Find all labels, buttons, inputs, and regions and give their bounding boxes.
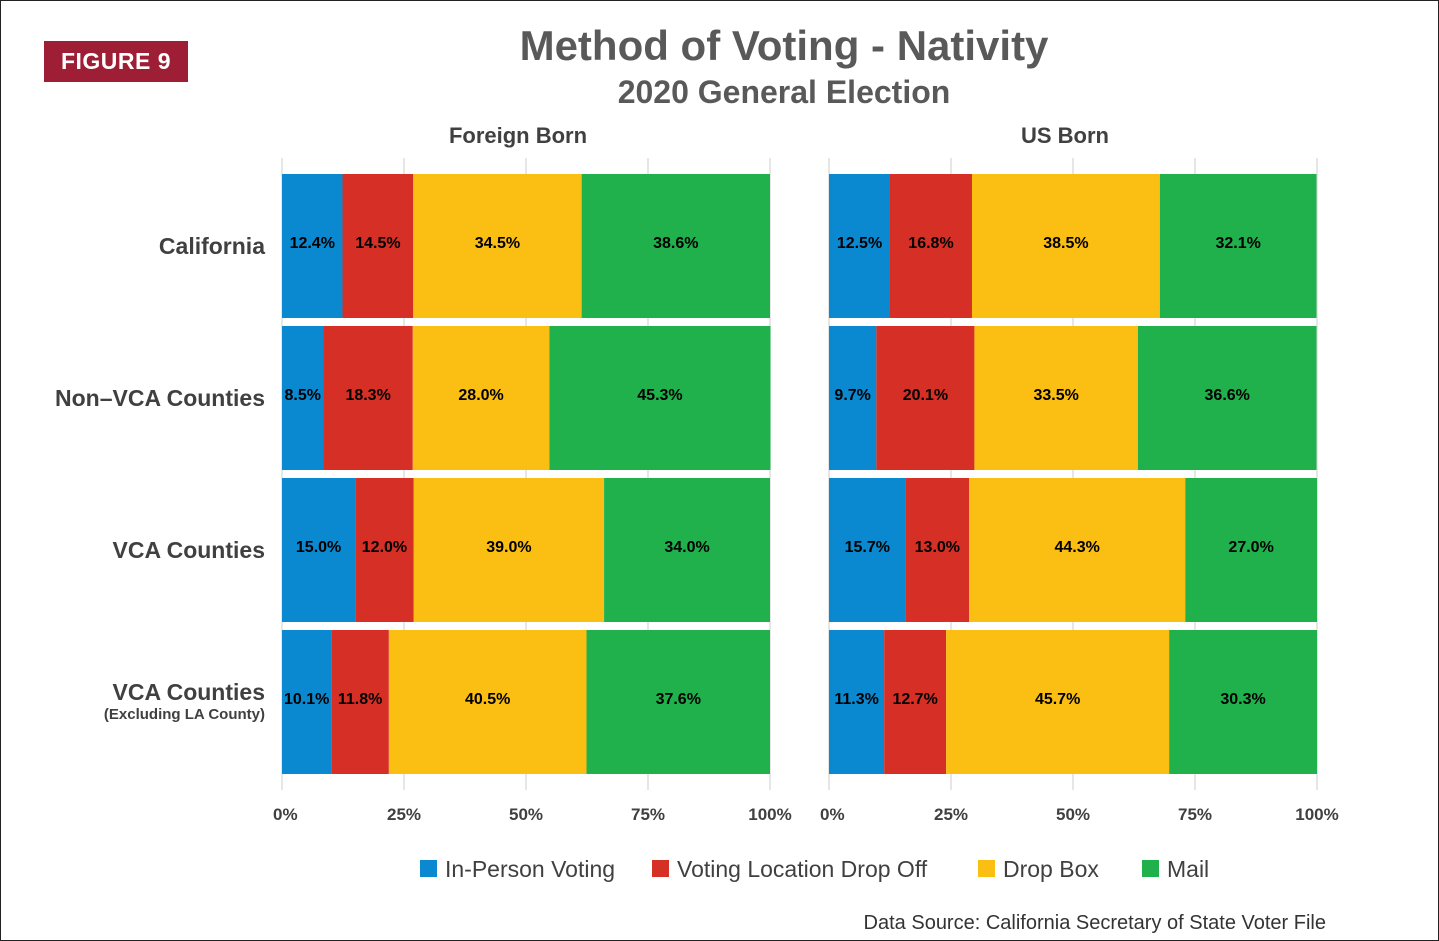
category-label-0: California [159,233,265,259]
bar-segment-0-3-0 [282,630,332,774]
data-label-1-1-3: 36.6% [1205,387,1250,404]
legend-swatch-2 [978,860,995,877]
x-tick-label-0-1: 25% [387,805,421,824]
bar-segment-0-0-0 [282,174,343,318]
x-tick-label-1-4: 100% [1295,805,1338,824]
data-label-1-1-0: 9.7% [834,387,870,404]
data-label-1-0-1: 16.8% [908,235,953,252]
data-label-0-2-2: 39.0% [486,539,531,556]
bar-segment-1-2-0 [829,478,906,622]
bar-segment-1-0-3 [1159,174,1317,318]
bar-segment-0-0-1 [342,174,414,318]
bar-segment-1-1-2 [974,326,1138,470]
data-label-0-0-2: 34.5% [475,235,520,252]
x-tick-label-1-0: 0% [820,805,845,824]
bar-segment-1-0-2 [971,174,1160,318]
data-label-0-3-0: 10.1% [284,691,329,708]
bar-segment-1-3-0 [829,630,885,774]
data-label-0-1-0: 8.5% [285,387,321,404]
data-label-0-0-3: 38.6% [653,235,698,252]
data-label-1-1-2: 33.5% [1033,387,1078,404]
data-label-1-2-0: 15.7% [845,539,890,556]
legend-swatch-1 [652,860,669,877]
bar-segment-1-0-1 [890,174,972,318]
legend-label-0: In-Person Voting [445,856,615,882]
x-tick-label-1-1: 25% [934,805,968,824]
data-label-0-3-2: 40.5% [465,691,510,708]
x-tick-label-1-3: 75% [1178,805,1212,824]
panel-title-1: US Born [1021,123,1109,148]
bar-segment-0-1-3 [549,326,771,470]
data-label-1-2-1: 13.0% [915,539,960,556]
data-label-1-2-2: 44.3% [1054,539,1099,556]
panel-title-0: Foreign Born [449,123,587,148]
bar-segment-1-2-3 [1185,478,1317,622]
chart-subtitle: 2020 General Election [618,74,951,110]
bar-segment-0-0-2 [413,174,582,318]
data-label-1-3-0: 11.3% [834,691,878,708]
data-label-0-1-1: 18.3% [345,387,390,404]
bar-segment-0-1-1 [323,326,413,470]
bar-segment-0-2-0 [282,478,356,622]
chart-title: Method of Voting - Nativity [520,22,1049,69]
bar-segment-0-3-3 [586,630,770,774]
data-label-1-0-2: 38.5% [1043,235,1088,252]
legend-label-2: Drop Box [1003,856,1099,882]
bar-segment-1-2-2 [969,478,1186,622]
data-label-0-0-0: 12.4% [290,235,335,252]
bar-segment-0-2-3 [604,478,770,622]
legend-swatch-0 [420,860,437,877]
data-label-1-1-1: 20.1% [903,387,948,404]
category-sublabel-3: (Excluding LA County) [104,706,265,723]
data-label-1-0-0: 12.5% [837,235,882,252]
data-label-0-2-3: 34.0% [664,539,709,556]
figure-label: FIGURE 9 [44,41,188,82]
data-label-0-2-0: 15.0% [296,539,341,556]
source-note: Data Source: California Secretary of Sta… [864,912,1326,934]
legend-swatch-3 [1142,860,1159,877]
x-tick-label-0-4: 100% [748,805,791,824]
bar-segment-1-1-3 [1137,326,1317,470]
bar-segment-0-2-1 [355,478,414,622]
bar-segment-0-0-3 [581,174,770,318]
bar-segment-1-3-3 [1169,630,1317,774]
bar-segment-1-1-0 [829,326,877,470]
legend-label-3: Mail [1167,856,1209,882]
category-label-1: Non–VCA Counties [55,385,265,411]
bar-segment-1-1-1 [876,326,975,470]
data-label-0-3-3: 37.6% [656,691,701,708]
x-tick-label-0-0: 0% [273,805,298,824]
data-label-0-0-1: 14.5% [355,235,400,252]
bar-segment-1-2-1 [905,478,970,622]
data-label-0-2-1: 12.0% [362,539,407,556]
data-label-1-2-3: 27.0% [1228,539,1273,556]
data-label-1-3-3: 30.3% [1220,691,1265,708]
data-label-0-3-1: 11.8% [338,691,382,708]
bar-segment-0-3-2 [388,630,587,774]
bar-segment-1-0-0 [829,174,890,318]
data-label-0-1-3: 45.3% [637,387,682,404]
bar-segment-1-3-1 [884,630,947,774]
category-label-2: VCA Counties [113,537,266,563]
bar-segment-0-1-2 [412,326,550,470]
bar-segment-1-3-2 [946,630,1170,774]
category-label-3: VCA Counties [113,679,266,705]
data-label-1-3-2: 45.7% [1035,691,1080,708]
x-tick-label-0-2: 50% [509,805,543,824]
x-tick-label-0-3: 75% [631,805,665,824]
bar-segment-0-2-2 [413,478,605,622]
bar-segment-0-1-0 [282,326,324,470]
x-tick-label-1-2: 50% [1056,805,1090,824]
bar-segment-0-3-1 [331,630,389,774]
data-label-1-3-1: 12.7% [892,691,937,708]
data-label-1-0-3: 32.1% [1216,235,1261,252]
legend-label-1: Voting Location Drop Off [677,856,928,882]
data-label-0-1-2: 28.0% [458,387,503,404]
